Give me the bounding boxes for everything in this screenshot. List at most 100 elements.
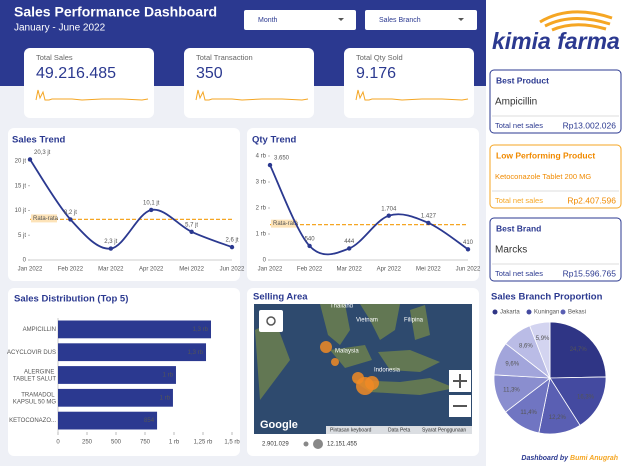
sparkline xyxy=(355,89,469,101)
x-tick-label: Mei 2022 xyxy=(179,267,204,273)
filter-box[interactable] xyxy=(365,10,477,30)
dropdown-arrow[interactable] xyxy=(338,18,344,21)
data-label: 20,3 jt xyxy=(34,150,51,156)
y-tick-label: 20 jt xyxy=(15,159,27,165)
info-card xyxy=(489,69,622,134)
data-label: 540 xyxy=(305,237,316,243)
data-point xyxy=(189,229,194,234)
dashboard-title: Sales Performance Dashboard xyxy=(14,4,217,20)
filter-box[interactable] xyxy=(244,10,356,30)
slice-label: 16,3% xyxy=(577,395,595,401)
reference-label-box xyxy=(271,219,297,228)
data-point xyxy=(307,243,312,249)
data-point xyxy=(267,162,273,168)
x-tick-label: Feb 2022 xyxy=(58,267,84,273)
x-tick-label: 250 xyxy=(82,440,93,446)
data-label: 2,3 jt xyxy=(104,239,117,245)
data-label: 10,1 jt xyxy=(143,201,160,207)
info-card-metric-value: Rp2.407.596 xyxy=(567,195,616,205)
chart-title: Sales Trend xyxy=(12,135,66,146)
slice-label: 24,7% xyxy=(570,347,588,353)
footer-prefix: Dashboard by xyxy=(521,455,569,462)
data-label: 8,2 jt xyxy=(64,210,77,216)
kpi-label: Total Sales xyxy=(36,53,73,62)
map-label: Filipina xyxy=(404,318,424,324)
map-label: Indonesia xyxy=(374,368,401,374)
map-bubble[interactable] xyxy=(365,376,379,390)
data-label: 410 xyxy=(463,240,474,246)
data-label: 1.704 xyxy=(381,206,397,212)
bar-value-label: 1 rb xyxy=(160,395,171,401)
filter[interactable]: Sales Branch xyxy=(365,10,477,30)
x-tick-label: 1,25 rb xyxy=(194,440,213,446)
x-tick-label: 0 xyxy=(56,440,60,446)
info-card-name: Marcks xyxy=(495,245,527,256)
x-tick-label: Mei 2022 xyxy=(416,267,441,273)
dropdown-arrow[interactable] xyxy=(458,18,464,21)
map-provider: Google xyxy=(260,419,298,431)
y-tick-label: 0 xyxy=(263,258,267,264)
chart-title: Sales Branch Proportion xyxy=(491,292,603,303)
y-tick-label: 0 xyxy=(23,258,27,264)
chart-title: Qty Trend xyxy=(252,135,297,146)
legend-swatch xyxy=(492,309,498,315)
info-card-title: Best Brand xyxy=(496,223,541,233)
slice-label: 5,9% xyxy=(536,336,550,342)
y-tick-label: 2 rb xyxy=(256,206,267,212)
x-tick-label: Mar 2022 xyxy=(98,267,124,273)
kpi-value: 49.216.485 xyxy=(36,65,116,82)
x-tick-label: Apr 2022 xyxy=(139,267,164,273)
data-label: 3.650 xyxy=(274,156,290,162)
attribution-link[interactable]: Syarat Penggunaan xyxy=(422,427,466,433)
map-bubble[interactable] xyxy=(320,341,332,353)
x-tick-label: 1,5 rb xyxy=(224,440,240,446)
reference-label: Rata-rata xyxy=(33,216,59,222)
x-tick-label: Jan 2022 xyxy=(18,267,43,273)
map-label: Thailand xyxy=(330,304,353,310)
kpi-label: Total Transaction xyxy=(196,53,253,62)
bar xyxy=(58,411,158,430)
plus-icon xyxy=(453,374,467,388)
data-point xyxy=(347,246,352,251)
map-water[interactable] xyxy=(254,304,472,434)
info-card-metric-label: Total net sales xyxy=(495,269,543,278)
map-land xyxy=(255,304,455,400)
bar-value-label: 1 rb xyxy=(163,373,174,379)
bar xyxy=(58,366,176,384)
x-tick-label: 500 xyxy=(111,440,122,446)
map[interactable]: Thailand Vietnam Filipina Malaysia Indon… xyxy=(254,304,472,434)
map-bubble[interactable] xyxy=(331,358,339,366)
map-locate-button[interactable] xyxy=(259,310,283,332)
data-point xyxy=(426,220,431,226)
x-tick-label: Apr 2022 xyxy=(377,267,402,273)
slice-label: 9,6% xyxy=(505,361,519,367)
data-label: 5,7 jt xyxy=(185,222,198,228)
size-legend-dot xyxy=(313,439,323,449)
x-tick-label: Mar 2022 xyxy=(337,267,363,273)
y-tick-label: 3 rb xyxy=(256,180,267,186)
x-tick-label: 750 xyxy=(140,440,151,446)
bar xyxy=(58,343,207,362)
filter[interactable]: Month xyxy=(244,10,356,30)
bar-value-label: 854 xyxy=(144,418,155,424)
bar-value-label: 1,3 rb xyxy=(188,350,204,356)
legend-label: Jakarta xyxy=(500,310,520,316)
bar-value-label: 1,3 rb xyxy=(193,327,209,333)
info-card-metric-value: Rp13.002.026 xyxy=(563,120,617,130)
map-label: Vietnam xyxy=(356,318,378,324)
y-tick-label: 4 rb xyxy=(256,154,267,160)
sparkline xyxy=(35,89,149,101)
reference-label-box xyxy=(31,214,57,223)
attribution-link[interactable]: Data Peta xyxy=(388,427,410,433)
x-tick-label: Feb 2022 xyxy=(297,267,323,273)
size-legend-dot xyxy=(303,441,309,447)
filter-label[interactable]: Sales Branch xyxy=(379,17,421,24)
data-point xyxy=(149,207,154,213)
data-label: 2,6 jt xyxy=(225,238,238,244)
x-tick-label: Jan 2022 xyxy=(258,267,283,273)
attribution-link[interactable]: Pintasan keyboard xyxy=(330,427,372,433)
map-label: Malaysia xyxy=(335,349,359,355)
category-label: TRAMADOL KAPSUL 50 MG xyxy=(13,392,56,405)
sparkline xyxy=(195,89,309,101)
filter-label[interactable]: Month xyxy=(258,17,278,24)
